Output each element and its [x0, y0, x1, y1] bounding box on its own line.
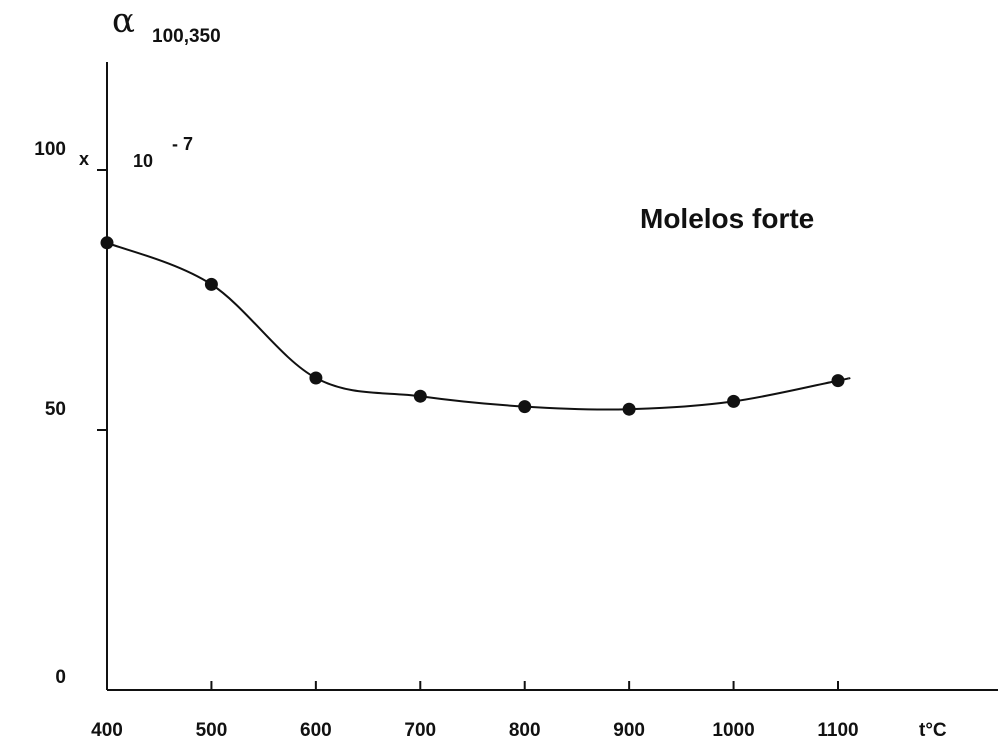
y-axis-subscript: 100,350 [152, 26, 221, 47]
x-tick-label: 900 [613, 720, 645, 741]
multiplier-exponent: - 7 [172, 134, 193, 154]
x-tick-label: 800 [509, 720, 541, 741]
x-tick-label: 700 [404, 720, 436, 741]
data-point [727, 394, 741, 408]
multiplier-x: x [79, 149, 89, 169]
x-tick-label: 400 [91, 720, 123, 741]
data-point [204, 277, 218, 291]
data-point [831, 374, 845, 388]
x-ticks: 400 500 600 700 800 900 1000 1100 [91, 681, 859, 741]
y-axis-multiplier: x 10 - 7 [79, 134, 193, 171]
y-axis-symbol: α [112, 1, 135, 41]
x-axis-title: t°C [919, 720, 947, 741]
data-point [309, 371, 323, 385]
data-point [518, 400, 532, 414]
y-ticks: 0 50 100 [34, 139, 107, 688]
series-line [106, 241, 851, 411]
x-tick-label: 1000 [712, 720, 754, 741]
chart-title: Molelos forte [640, 203, 814, 234]
multiplier-base: 10 [133, 151, 153, 171]
data-point [100, 236, 114, 250]
x-tick-label: 500 [196, 720, 228, 741]
y-tick-label: 100 [34, 139, 66, 160]
axes [106, 62, 998, 691]
y-tick-label: 50 [45, 399, 66, 420]
data-point [413, 389, 427, 403]
y-axis-title: α 100,350 [112, 1, 221, 47]
x-tick-label: 1100 [817, 720, 858, 741]
y-tick-label: 0 [55, 667, 66, 688]
data-point [622, 402, 636, 416]
x-tick-label: 600 [300, 720, 332, 741]
series-markers [100, 236, 845, 416]
